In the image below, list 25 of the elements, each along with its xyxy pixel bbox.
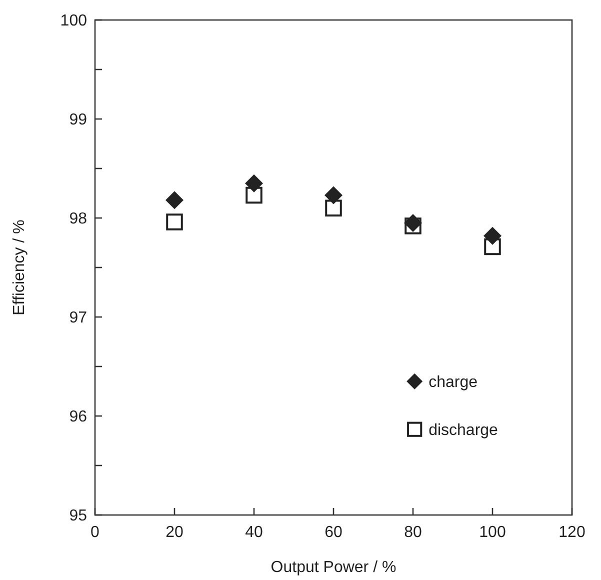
point [324, 186, 342, 204]
x-tick-label: 120 [558, 524, 586, 541]
legend-label: discharge [428, 422, 498, 439]
x-tick-label: 40 [245, 524, 263, 541]
point [245, 174, 263, 192]
point [484, 226, 502, 245]
x-tick-label: 0 [90, 524, 100, 541]
point [404, 214, 422, 232]
y-tick-label: 98 [69, 210, 88, 228]
y-tick-label: 95 [69, 508, 88, 525]
y-tick-label: 96 [69, 408, 88, 426]
y-tick-label: 99 [69, 112, 88, 129]
x-tick-label: 60 [324, 524, 342, 541]
x-axis-title: Output Power / % [270, 559, 396, 576]
y-axis-title: Efficiency / % [11, 220, 28, 316]
x-tick-label: 100 [479, 524, 506, 541]
point [166, 191, 184, 210]
y-tick-label: 100 [60, 12, 88, 30]
point [246, 186, 262, 204]
point [325, 200, 342, 216]
y-tick-label: 97 [69, 310, 88, 327]
point [166, 214, 183, 230]
legend-label: charge [428, 374, 478, 391]
x-tick-label: 20 [166, 524, 184, 541]
x-tick-label: 80 [404, 524, 422, 541]
